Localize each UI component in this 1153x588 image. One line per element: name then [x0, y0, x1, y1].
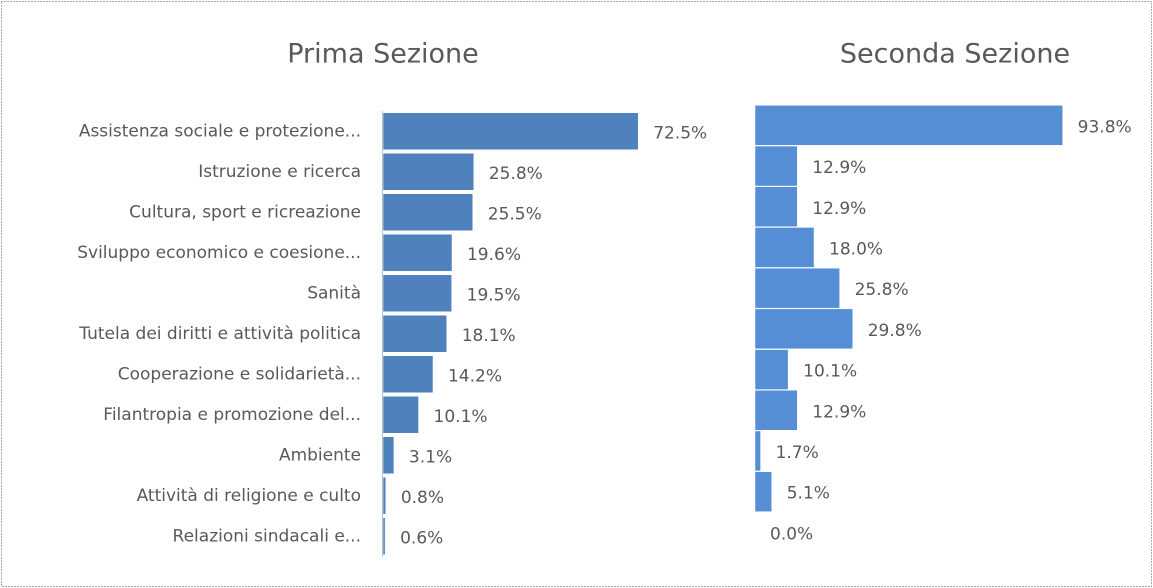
- bar: [754, 349, 789, 390]
- bar: [382, 153, 475, 191]
- bar: [382, 355, 434, 393]
- value-label: 10.1%: [434, 407, 488, 427]
- category-label: Sviluppo economico e coesione...: [77, 243, 361, 263]
- bar: [382, 517, 386, 555]
- value-label: 25.8%: [489, 164, 543, 184]
- category-label: Relazioni sindacali e...: [173, 526, 361, 546]
- category-label: Filantropia e promozione del...: [103, 405, 361, 425]
- value-label: 1.7%: [776, 443, 819, 463]
- bar: [382, 234, 453, 272]
- bar: [382, 315, 447, 353]
- bar: [382, 112, 639, 150]
- category-label: Tutela dei diritti e attività politica: [78, 324, 361, 344]
- category-label: Assistenza sociale e protezione...: [79, 121, 361, 141]
- value-label: 0.6%: [400, 528, 443, 548]
- bar: [754, 145, 798, 187]
- bar: [382, 477, 387, 515]
- value-label: 12.9%: [812, 199, 866, 219]
- value-label: 0.0%: [770, 524, 813, 544]
- value-label: 5.1%: [787, 484, 830, 504]
- value-label: 18.1%: [462, 326, 516, 346]
- category-label: Cooperazione e solidarietà...: [118, 364, 361, 384]
- category-label: Attività di religione e culto: [137, 486, 361, 506]
- value-label: 25.8%: [855, 280, 909, 300]
- value-label: 12.9%: [812, 158, 866, 178]
- category-label: Istruzione e ricerca: [198, 162, 361, 182]
- bar: [754, 430, 761, 472]
- value-label: 29.8%: [868, 321, 922, 341]
- bar: [754, 227, 815, 268]
- bar: [754, 267, 840, 309]
- bar: [754, 471, 772, 512]
- value-label: 12.9%: [812, 402, 866, 422]
- value-label: 93.8%: [1078, 117, 1132, 137]
- category-label: Ambiente: [279, 445, 361, 465]
- bar: [754, 105, 1063, 146]
- value-label: 25.5%: [488, 204, 542, 224]
- bar: [382, 274, 452, 312]
- bar: [754, 308, 853, 350]
- value-label: 19.6%: [467, 245, 521, 265]
- bar: [382, 396, 419, 434]
- value-label: 10.1%: [803, 362, 857, 382]
- value-label: 0.8%: [401, 488, 444, 508]
- value-label: 18.0%: [829, 239, 883, 259]
- value-label: 3.1%: [409, 447, 452, 467]
- bar: [382, 193, 474, 231]
- bar: [754, 390, 798, 431]
- chart-title: Prima Sezione: [287, 39, 479, 70]
- value-label: 14.2%: [448, 366, 502, 386]
- bar: [754, 186, 798, 227]
- chart-title: Seconda Sezione: [840, 39, 1070, 70]
- category-label: Sanità: [307, 283, 361, 303]
- bar: [382, 436, 395, 474]
- value-label: 72.5%: [653, 123, 707, 143]
- category-label: Cultura, sport e ricreazione: [129, 202, 361, 222]
- value-label: 19.5%: [467, 285, 521, 305]
